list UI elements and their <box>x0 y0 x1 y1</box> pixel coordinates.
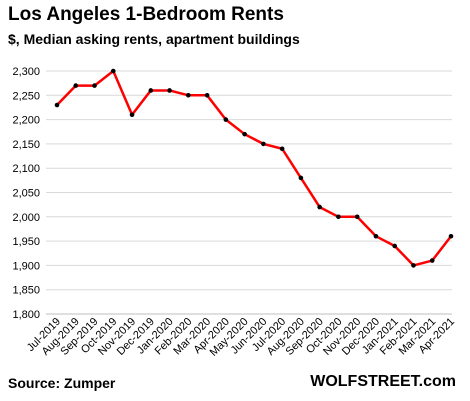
brand-label: WOLFSTREET.com <box>310 373 456 390</box>
data-point <box>110 68 116 74</box>
data-point <box>92 83 97 88</box>
chart-subtitle: $, Median asking rents, apartment buildi… <box>8 31 300 47</box>
source-label: Source: Zumper <box>8 375 116 391</box>
y-tick-label: 1,900 <box>12 260 40 272</box>
data-point <box>129 112 135 118</box>
data-point <box>167 88 172 93</box>
data-point <box>317 204 322 210</box>
data-point <box>54 102 60 108</box>
data-point <box>186 93 191 98</box>
y-tick-label: 1,800 <box>12 309 40 321</box>
data-point <box>336 214 341 220</box>
data-point <box>148 88 154 93</box>
data-point <box>429 258 435 263</box>
y-tick-label: 2,050 <box>12 188 40 200</box>
data-point <box>261 141 266 147</box>
y-tick-label: 2,300 <box>12 66 40 78</box>
y-tick-label: 2,200 <box>12 115 40 127</box>
chart-title: Los Angeles 1-Bedroom Rents <box>8 4 284 25</box>
data-point <box>298 175 304 181</box>
y-tick-label: 2,000 <box>12 212 40 224</box>
y-tick-label: 1,950 <box>12 236 40 248</box>
series-line <box>56 69 452 267</box>
data-point <box>373 233 379 239</box>
data-point <box>73 83 79 88</box>
data-point <box>242 131 247 137</box>
y-tick-label: 1,850 <box>12 285 40 297</box>
data-point <box>411 263 416 268</box>
data-point <box>204 93 210 98</box>
y-tick-label: 2,100 <box>12 163 40 175</box>
y-tick-label: 2,150 <box>12 139 40 151</box>
data-point <box>279 146 285 152</box>
data-point <box>448 233 454 239</box>
data-point <box>392 243 398 249</box>
data-point <box>223 117 229 122</box>
data-point <box>354 214 360 220</box>
y-tick-label: 2,250 <box>12 90 40 102</box>
